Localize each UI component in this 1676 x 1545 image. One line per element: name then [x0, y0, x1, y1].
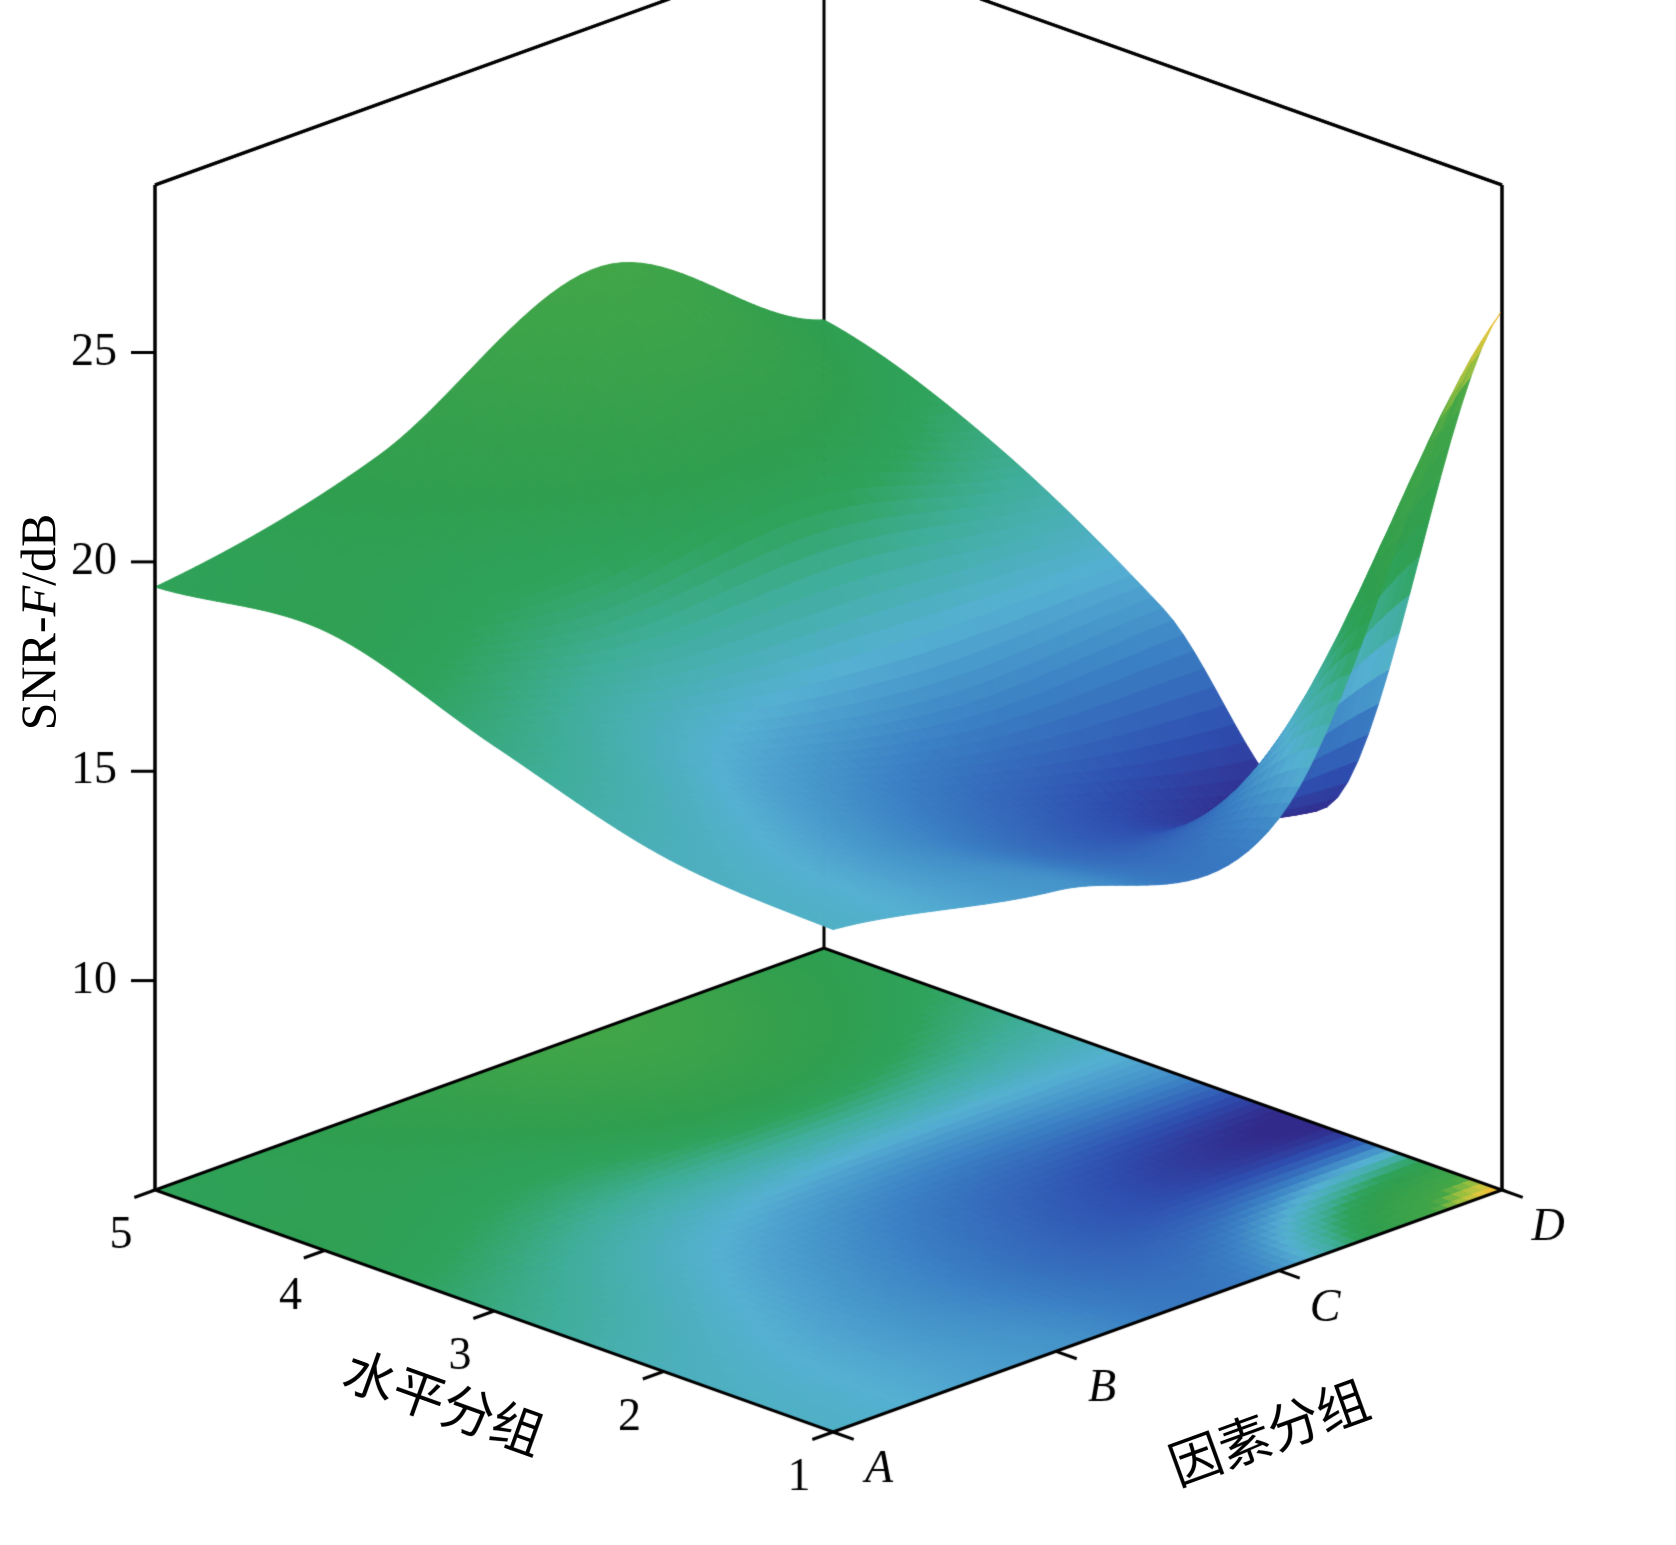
z-axis-label-italic: F	[10, 585, 66, 617]
z-axis-label-suffix: /dB	[10, 513, 66, 586]
z-axis-label-prefix: SNR-	[10, 616, 66, 731]
z-axis-label: SNR-F/dB	[8, 372, 68, 872]
